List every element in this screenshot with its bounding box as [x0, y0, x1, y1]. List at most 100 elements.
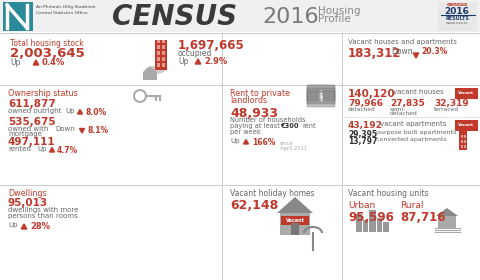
Text: Number of households: Number of households	[230, 117, 305, 123]
Text: 20.3%: 20.3%	[421, 47, 447, 56]
Text: 87,716: 87,716	[400, 211, 445, 224]
Text: Total housing stock: Total housing stock	[10, 39, 84, 48]
Text: 62,148: 62,148	[230, 199, 278, 212]
Bar	[291, 223, 299, 235]
Text: CENSUS: CENSUS	[112, 3, 238, 31]
Text: $: $	[319, 93, 323, 99]
Text: 2016: 2016	[262, 7, 319, 27]
Bar	[356, 214, 362, 232]
Bar	[157, 57, 160, 61]
Text: 1,697,665: 1,697,665	[178, 39, 245, 52]
Text: vacant apartments: vacant apartments	[380, 121, 446, 127]
Text: Up: Up	[8, 222, 17, 228]
Polygon shape	[277, 197, 313, 213]
Text: Vacant houses and apartments: Vacant houses and apartments	[348, 39, 457, 45]
Bar	[460, 145, 463, 148]
Text: 4.7%: 4.7%	[57, 146, 78, 155]
Text: Vacant: Vacant	[458, 91, 474, 95]
Text: 2,003,645: 2,003,645	[10, 47, 85, 60]
Polygon shape	[78, 109, 83, 114]
Bar	[157, 39, 160, 43]
Text: per week: per week	[230, 129, 261, 135]
Polygon shape	[21, 224, 27, 229]
Text: rent: rent	[302, 123, 316, 129]
Text: Ownership status: Ownership status	[8, 89, 78, 98]
Polygon shape	[243, 139, 249, 144]
Text: Down: Down	[391, 47, 413, 56]
Text: RESULTS: RESULTS	[445, 15, 469, 20]
Text: Vacant: Vacant	[458, 123, 474, 127]
Text: $: $	[319, 96, 323, 102]
Text: purpose built apartments: purpose built apartments	[376, 130, 456, 135]
Bar	[281, 216, 309, 225]
Polygon shape	[413, 53, 419, 58]
Text: €300: €300	[280, 123, 299, 129]
Bar	[464, 145, 466, 148]
Bar	[157, 45, 160, 49]
Text: 48,933: 48,933	[230, 107, 278, 120]
Text: terraced: terraced	[434, 107, 459, 112]
Bar	[157, 51, 160, 55]
Polygon shape	[80, 129, 84, 133]
Bar	[377, 218, 382, 232]
Bar	[438, 216, 456, 228]
Text: owned with: owned with	[8, 126, 48, 132]
Text: landlords: landlords	[230, 96, 267, 105]
Text: 29,395: 29,395	[348, 130, 377, 139]
Bar	[280, 213, 310, 235]
FancyBboxPatch shape	[307, 88, 335, 104]
Text: 2.9%: 2.9%	[204, 57, 227, 66]
Text: dwellings with more: dwellings with more	[8, 207, 78, 213]
Text: 43,192: 43,192	[348, 121, 383, 130]
Text: 611,877: 611,877	[8, 99, 56, 109]
Bar	[438, 2, 477, 31]
Polygon shape	[33, 60, 39, 65]
FancyBboxPatch shape	[307, 85, 335, 101]
FancyBboxPatch shape	[307, 91, 335, 107]
Text: Vacant: Vacant	[286, 218, 304, 223]
Text: Up: Up	[65, 108, 74, 114]
Text: 0.4%: 0.4%	[42, 58, 65, 67]
Text: 497,111: 497,111	[8, 137, 56, 147]
Text: Down: Down	[55, 126, 75, 132]
Text: Up: Up	[10, 58, 20, 67]
Text: 535,675: 535,675	[8, 117, 56, 127]
Text: 166%: 166%	[252, 138, 276, 147]
Text: 79,966: 79,966	[348, 99, 383, 108]
Bar	[3, 2, 33, 31]
Text: Rent to private: Rent to private	[230, 89, 290, 98]
FancyBboxPatch shape	[455, 87, 478, 99]
Text: Up: Up	[230, 138, 240, 144]
Bar	[162, 45, 165, 49]
Text: 13,797: 13,797	[348, 137, 377, 146]
Bar	[162, 51, 165, 55]
Text: April 2011: April 2011	[280, 146, 307, 151]
Text: 2016: 2016	[444, 6, 469, 15]
Text: 32,319: 32,319	[434, 99, 469, 108]
Text: 27,835: 27,835	[390, 99, 425, 108]
Bar	[363, 220, 368, 232]
Text: Up: Up	[37, 146, 47, 152]
Text: Dwellings: Dwellings	[8, 189, 47, 198]
Bar	[162, 39, 165, 43]
Text: detached: detached	[390, 111, 418, 116]
Polygon shape	[195, 59, 201, 64]
Text: persons than rooms: persons than rooms	[8, 213, 78, 219]
Text: 95,596: 95,596	[348, 211, 394, 224]
Text: occupied: occupied	[178, 49, 212, 58]
FancyBboxPatch shape	[455, 120, 478, 130]
Ellipse shape	[145, 66, 165, 74]
Text: 95,013: 95,013	[8, 198, 48, 208]
Text: 8.0%: 8.0%	[86, 108, 107, 117]
Text: rented: rented	[8, 146, 31, 152]
Text: mortgage: mortgage	[8, 131, 42, 137]
Bar	[464, 140, 466, 143]
Text: Vacant housing units: Vacant housing units	[348, 189, 429, 198]
Text: An Phríomh-Oifig Staidrimh: An Phríomh-Oifig Staidrimh	[36, 5, 96, 9]
Text: Profile: Profile	[318, 14, 351, 24]
Bar	[460, 140, 463, 143]
Text: 28%: 28%	[30, 222, 50, 231]
Polygon shape	[143, 66, 157, 80]
Text: since: since	[280, 141, 294, 146]
Text: paying at least: paying at least	[230, 123, 280, 129]
